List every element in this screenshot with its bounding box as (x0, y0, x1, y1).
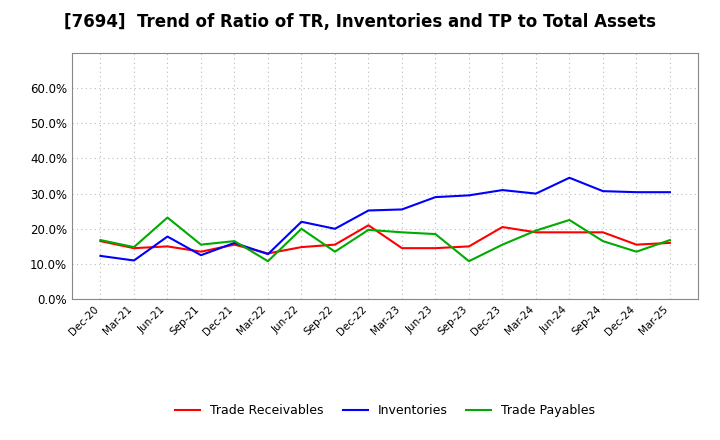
Trade Payables (498, 242, 507, 247)
Inventories (163, 234, 172, 239)
Inventories (130, 258, 138, 263)
Trade Receivables (431, 246, 440, 251)
Trade Receivables (297, 245, 306, 250)
Trade Receivables (598, 230, 607, 235)
Line: Inventories: Inventories (101, 178, 670, 260)
Line: Trade Receivables: Trade Receivables (101, 225, 670, 253)
Inventories (531, 191, 540, 196)
Inventories (264, 252, 272, 257)
Trade Payables (130, 245, 138, 250)
Trade Payables (297, 226, 306, 231)
Trade Receivables (498, 224, 507, 230)
Trade Payables (565, 217, 574, 223)
Trade Receivables (230, 242, 239, 247)
Trade Payables (230, 238, 239, 244)
Inventories (665, 190, 674, 195)
Trade Receivables (130, 246, 138, 251)
Trade Payables (264, 259, 272, 264)
Inventories (397, 207, 406, 212)
Trade Payables (163, 215, 172, 220)
Trade Payables (330, 249, 339, 254)
Line: Trade Payables: Trade Payables (101, 217, 670, 261)
Inventories (297, 219, 306, 224)
Inventories (230, 240, 239, 246)
Inventories (632, 190, 641, 195)
Trade Payables (665, 238, 674, 243)
Trade Receivables (632, 242, 641, 247)
Trade Payables (632, 249, 641, 254)
Trade Receivables (464, 244, 473, 249)
Trade Receivables (330, 242, 339, 247)
Trade Payables (96, 238, 105, 243)
Trade Receivables (96, 238, 105, 244)
Inventories (431, 194, 440, 200)
Trade Payables (464, 259, 473, 264)
Trade Receivables (665, 240, 674, 246)
Trade Receivables (197, 249, 205, 254)
Inventories (498, 187, 507, 193)
Trade Payables (431, 231, 440, 237)
Text: [7694]  Trend of Ratio of TR, Inventories and TP to Total Assets: [7694] Trend of Ratio of TR, Inventories… (64, 13, 656, 31)
Inventories (197, 253, 205, 258)
Trade Receivables (264, 251, 272, 256)
Trade Payables (364, 227, 373, 232)
Trade Receivables (163, 244, 172, 249)
Trade Receivables (531, 230, 540, 235)
Trade Payables (598, 238, 607, 244)
Inventories (96, 253, 105, 259)
Trade Payables (531, 228, 540, 233)
Trade Receivables (565, 230, 574, 235)
Inventories (364, 208, 373, 213)
Legend: Trade Receivables, Inventories, Trade Payables: Trade Receivables, Inventories, Trade Pa… (170, 399, 600, 422)
Trade Receivables (364, 223, 373, 228)
Trade Receivables (397, 246, 406, 251)
Trade Payables (197, 242, 205, 247)
Trade Payables (397, 230, 406, 235)
Inventories (565, 175, 574, 180)
Inventories (330, 226, 339, 231)
Inventories (464, 193, 473, 198)
Inventories (598, 188, 607, 194)
